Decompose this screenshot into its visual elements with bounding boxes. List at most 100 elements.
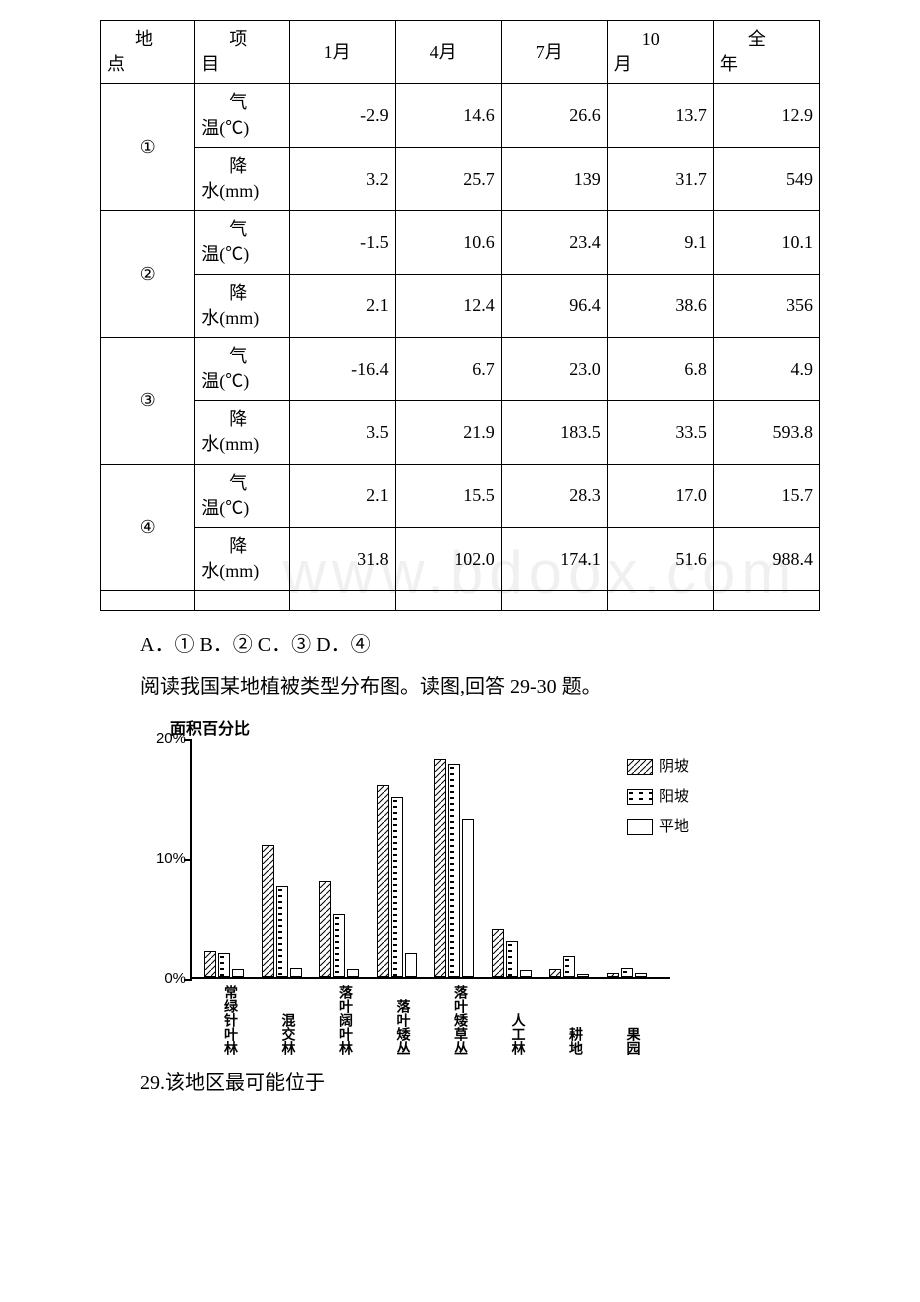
table-data-cell: 15.5: [395, 464, 501, 527]
chart-y-tick-label: 10%: [146, 847, 186, 871]
chart-bar: [506, 941, 518, 977]
chart-bar: [232, 969, 244, 977]
chart-bar: [621, 968, 633, 978]
question-29: 29.该地区最可能位于: [100, 1067, 880, 1099]
vegetation-chart: 面积百分比 0%10%20%常绿针叶林混交林落叶阔叶林落叶矮丛落叶矮草丛人工林耕…: [130, 717, 710, 1053]
legend-item: 阴坡: [627, 755, 712, 779]
table-item-cell: 气温(℃): [195, 464, 289, 527]
options-line: A．① B．② C．③ D．④: [100, 629, 880, 661]
climate-table: 地点项目1月4月7月10月全年①气温(℃)-2.914.626.613.712.…: [100, 20, 820, 611]
chart-y-tick-label: 20%: [146, 727, 186, 751]
table-data-cell: 21.9: [395, 401, 501, 464]
table-data-cell: 12.4: [395, 274, 501, 337]
chart-bar: [434, 759, 446, 977]
table-header-cell: 1月: [289, 21, 395, 84]
table-data-cell: 593.8: [713, 401, 819, 464]
chart-bar: [262, 845, 274, 977]
chart-x-label: 落叶矮丛: [391, 999, 411, 1055]
table-data-cell: 10.6: [395, 211, 501, 274]
table-empty-cell: [101, 591, 195, 611]
table-item-cell: 降水(mm): [195, 528, 289, 591]
table-data-cell: 4.9: [713, 337, 819, 400]
table-data-cell: 23.0: [501, 337, 607, 400]
table-data-cell: 31.8: [289, 528, 395, 591]
chart-bar: [577, 974, 589, 978]
table-header-cell: 地点: [101, 21, 195, 84]
legend-item: 平地: [627, 815, 712, 839]
chart-x-label: 果园: [621, 1027, 641, 1055]
table-empty-cell: [607, 591, 713, 611]
table-data-cell: 6.8: [607, 337, 713, 400]
chart-bar: [520, 970, 532, 977]
table-data-cell: 3.5: [289, 401, 395, 464]
chart-y-tick-label: 0%: [146, 967, 186, 991]
chart-x-label: 常绿针叶林: [218, 985, 238, 1055]
legend-swatch: [627, 819, 653, 835]
chart-bar: [492, 929, 504, 977]
table-location-cell: ③: [101, 337, 195, 464]
table-data-cell: -16.4: [289, 337, 395, 400]
chart-bar-group: [262, 845, 302, 977]
table-data-cell: 139: [501, 147, 607, 210]
table-data-cell: 51.6: [607, 528, 713, 591]
table-data-cell: 174.1: [501, 528, 607, 591]
table-location-cell: ④: [101, 464, 195, 591]
chart-bar-group: [434, 759, 474, 977]
table-item-cell: 气温(℃): [195, 337, 289, 400]
chart-bar: [462, 819, 474, 977]
chart-bar-group: [549, 956, 589, 978]
chart-bar: [607, 973, 619, 978]
table-empty-cell: [289, 591, 395, 611]
legend-label: 平地: [659, 815, 689, 839]
chart-x-label: 落叶阔叶林: [333, 985, 353, 1055]
table-data-cell: 549: [713, 147, 819, 210]
table-data-cell: 988.4: [713, 528, 819, 591]
chart-bar: [218, 953, 230, 977]
table-data-cell: 12.9: [713, 84, 819, 147]
table-data-cell: 15.7: [713, 464, 819, 527]
table-item-cell: 降水(mm): [195, 147, 289, 210]
chart-plot-area: 0%10%20%常绿针叶林混交林落叶阔叶林落叶矮丛落叶矮草丛人工林耕地果园: [190, 739, 670, 979]
chart-bar: [405, 953, 417, 977]
table-data-cell: 23.4: [501, 211, 607, 274]
table-data-cell: 356: [713, 274, 819, 337]
table-data-cell: 26.6: [501, 84, 607, 147]
table-data-cell: 14.6: [395, 84, 501, 147]
table-data-cell: 2.1: [289, 464, 395, 527]
table-header-cell: 7月: [501, 21, 607, 84]
legend-item: 阳坡: [627, 785, 712, 809]
chart-x-label: 耕地: [563, 1027, 583, 1055]
legend-swatch: [627, 759, 653, 775]
table-item-cell: 气温(℃): [195, 84, 289, 147]
chart-bar: [290, 968, 302, 978]
table-data-cell: 183.5: [501, 401, 607, 464]
table-data-cell: 96.4: [501, 274, 607, 337]
chart-bar: [563, 956, 575, 978]
chart-bar-group: [492, 929, 532, 977]
table-data-cell: 9.1: [607, 211, 713, 274]
chart-bar: [549, 969, 561, 977]
chart-legend: 阴坡阳坡平地: [627, 755, 712, 845]
table-data-cell: -1.5: [289, 211, 395, 274]
table-data-cell: 13.7: [607, 84, 713, 147]
chart-x-label: 落叶矮草丛: [448, 985, 468, 1055]
chart-bar: [391, 797, 403, 977]
chart-bar: [204, 951, 216, 977]
table-data-cell: 17.0: [607, 464, 713, 527]
table-header-cell: 10月: [607, 21, 713, 84]
chart-bar: [448, 764, 460, 978]
table-location-cell: ①: [101, 84, 195, 211]
table-data-cell: 6.7: [395, 337, 501, 400]
table-header-cell: 项目: [195, 21, 289, 84]
table-item-cell: 降水(mm): [195, 401, 289, 464]
table-data-cell: 31.7: [607, 147, 713, 210]
chart-x-label: 混交林: [276, 1013, 296, 1055]
table-location-cell: ②: [101, 211, 195, 338]
table-data-cell: 3.2: [289, 147, 395, 210]
table-data-cell: -2.9: [289, 84, 395, 147]
legend-label: 阳坡: [659, 785, 689, 809]
table-empty-cell: [501, 591, 607, 611]
chart-bar-group: [204, 951, 244, 977]
chart-bar: [635, 973, 647, 978]
table-data-cell: 102.0: [395, 528, 501, 591]
